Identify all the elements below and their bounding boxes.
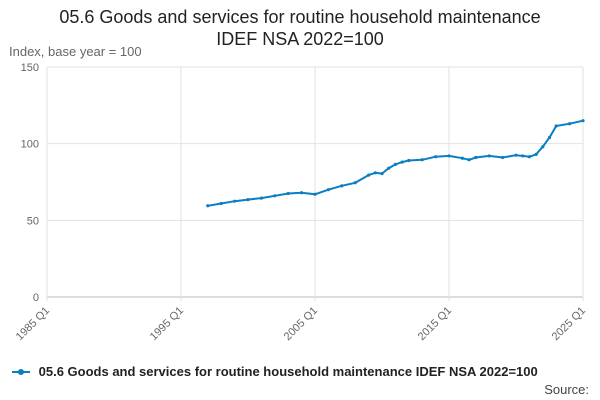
- data-point[interactable]: [581, 119, 585, 123]
- data-point[interactable]: [501, 155, 505, 160]
- data-point[interactable]: [467, 158, 471, 162]
- data-point[interactable]: [447, 154, 451, 158]
- y-tick-label-50: 50: [27, 215, 39, 227]
- data-point[interactable]: [420, 158, 424, 162]
- data-point[interactable]: [233, 199, 237, 203]
- y-tick-label-150: 150: [21, 62, 39, 74]
- series-layer: [206, 119, 585, 208]
- data-point[interactable]: [373, 171, 377, 175]
- x-tick-label-2025: 2025 Q1: [550, 305, 588, 343]
- chart-title-line-2: IDEF NSA 2022=100: [216, 29, 384, 49]
- data-point[interactable]: [407, 158, 411, 163]
- y-axis-label: Index, base year = 100: [9, 44, 142, 59]
- data-point[interactable]: [380, 171, 384, 176]
- legend-label: 05.6 Goods and services for routine hous…: [38, 364, 538, 379]
- data-point[interactable]: [286, 191, 290, 196]
- data-point[interactable]: [534, 152, 538, 156]
- data-point[interactable]: [521, 154, 525, 158]
- data-point[interactable]: [514, 153, 518, 157]
- data-point[interactable]: [367, 173, 371, 177]
- data-point[interactable]: [554, 124, 558, 128]
- chart-title: 05.6 Goods and services for routine hous…: [0, 6, 600, 50]
- data-point[interactable]: [460, 156, 464, 160]
- data-point[interactable]: [246, 198, 250, 202]
- data-point[interactable]: [353, 181, 357, 185]
- data-point[interactable]: [259, 196, 263, 200]
- legend-swatch: [12, 368, 30, 375]
- data-point[interactable]: [434, 155, 438, 159]
- y-axis-ticks: 0 50 100 150: [21, 62, 39, 304]
- data-point[interactable]: [400, 160, 404, 164]
- data-point[interactable]: [326, 188, 330, 192]
- data-point[interactable]: [547, 135, 552, 140]
- data-point[interactable]: [393, 162, 397, 166]
- data-point[interactable]: [206, 204, 210, 208]
- data-point[interactable]: [387, 166, 391, 170]
- data-point[interactable]: [219, 201, 223, 206]
- source-label: Source:: [544, 382, 589, 397]
- data-point[interactable]: [340, 184, 344, 188]
- data-point[interactable]: [313, 192, 317, 196]
- data-point[interactable]: [474, 155, 478, 160]
- data-point[interactable]: [273, 194, 277, 198]
- x-tick-label-1995: 1995 Q1: [148, 305, 186, 343]
- x-tick-label-2005: 2005 Q1: [282, 305, 320, 343]
- data-point[interactable]: [541, 145, 545, 149]
- legend[interactable]: 05.6 Goods and services for routine hous…: [12, 364, 538, 379]
- data-point[interactable]: [568, 122, 572, 126]
- chart-title-line-1: 05.6 Goods and services for routine hous…: [59, 7, 541, 27]
- y-tick-label-0: 0: [33, 292, 39, 304]
- x-tick-label-1985: 1985 Q1: [14, 305, 52, 343]
- gridlines: [46, 66, 584, 301]
- data-point[interactable]: [527, 155, 532, 159]
- data-point[interactable]: [300, 191, 304, 195]
- data-point[interactable]: [487, 154, 491, 158]
- y-tick-label-100: 100: [21, 139, 39, 151]
- x-tick-label-2015: 2015 Q1: [416, 305, 454, 343]
- x-axis-ticks: 1985 Q1 1995 Q1 2005 Q1 2015 Q1 2025 Q1: [14, 305, 588, 343]
